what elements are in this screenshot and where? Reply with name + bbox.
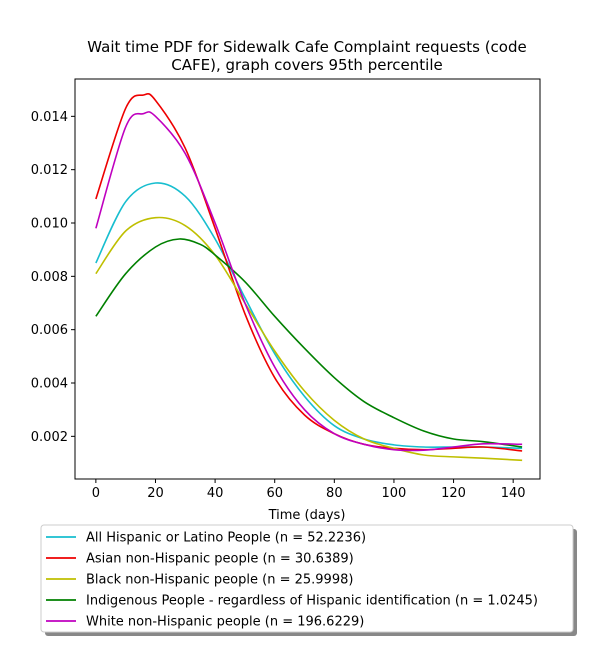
x-axis-label: Time (days) (268, 508, 346, 523)
series-line-0 (95, 182, 523, 450)
x-tick-label-2: 40 (207, 486, 224, 501)
chart-title-line-1: Wait time PDF for Sidewalk Cafe Complain… (87, 38, 526, 56)
legend: All Hispanic or Latino People (n = 52.22… (40, 524, 577, 636)
legend-label-4: White non-Hispanic people (n = 196.6229) (86, 615, 364, 630)
x-tick-label-1: 20 (147, 486, 164, 501)
legend-label-1: Asian non-Hispanic people (n = 30.6389) (86, 552, 354, 567)
y-tick-label-6: 0.014 (31, 110, 68, 125)
x-tick-label-7: 140 (501, 486, 526, 501)
series-line-4 (95, 111, 523, 452)
y-tick-label-4: 0.010 (31, 217, 68, 232)
legend-label-3: Indigenous People - regardless of Hispan… (86, 594, 538, 609)
x-tick-label-4: 80 (326, 486, 343, 501)
legend-label-2: Black non-Hispanic people (n = 25.9998) (86, 573, 353, 588)
legend-box (40, 524, 574, 633)
series-line-3 (95, 238, 523, 448)
x-tick-label-3: 60 (266, 486, 283, 501)
x-tick-label-5: 100 (382, 486, 407, 501)
y-tick-label-0: 0.002 (31, 430, 68, 445)
x-tick-label-6: 120 (441, 486, 466, 501)
y-tick-label-1: 0.004 (31, 377, 68, 392)
series-layer (95, 92, 523, 462)
series-line-2 (95, 216, 523, 462)
x-tick-label-0: 0 (92, 486, 100, 501)
y-axis: 0.002 0.004 0.006 0.008 0.010 0.012 0.014 (31, 110, 75, 445)
y-tick-label-2: 0.006 (31, 323, 68, 338)
y-tick-label-5: 0.012 (31, 163, 68, 178)
legend-label-0: All Hispanic or Latino People (n = 52.22… (86, 531, 366, 546)
x-axis: 0 20 40 60 80 100 120 140 (92, 479, 526, 501)
chart-title-line-2: CAFE), graph covers 95th percentile (171, 56, 442, 74)
y-tick-label-3: 0.008 (31, 270, 68, 285)
series-line-1 (95, 92, 523, 452)
plot-area-frame (74, 78, 541, 480)
